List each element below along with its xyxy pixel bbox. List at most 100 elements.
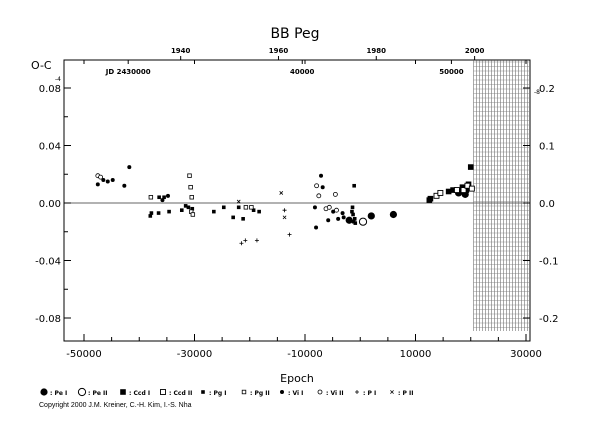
legend-label: : P I xyxy=(363,390,376,397)
x-tick-label: 30000 xyxy=(510,349,542,360)
data-point xyxy=(148,195,154,200)
data-point xyxy=(149,211,154,215)
data-point xyxy=(314,225,319,230)
data-point xyxy=(332,191,338,197)
data-point xyxy=(336,216,341,221)
series-pe-ii xyxy=(358,217,368,226)
data-point xyxy=(251,208,256,212)
data-point xyxy=(316,193,322,199)
legend-label: : P II xyxy=(398,390,413,397)
year-tick-label: 2000 xyxy=(465,47,485,55)
jd-label: JD 2430000 xyxy=(105,68,151,76)
data-point xyxy=(352,217,357,221)
data-point xyxy=(345,216,353,224)
data-point xyxy=(231,215,235,220)
legend-item: : Vi II xyxy=(317,389,344,397)
legend-marker xyxy=(201,390,205,394)
data-point xyxy=(257,209,261,214)
data-point xyxy=(389,210,397,219)
data-point xyxy=(427,195,434,202)
legend-label: : Vi I xyxy=(288,390,303,397)
data-point xyxy=(165,193,170,198)
y2-tick-label: 0.2 xyxy=(539,84,555,95)
data-point xyxy=(254,238,259,243)
data-point xyxy=(236,205,241,210)
y-tick-label: 0.04 xyxy=(39,142,61,153)
data-point xyxy=(101,178,106,182)
data-point xyxy=(282,208,287,213)
legend-label: : Pg II xyxy=(250,390,270,397)
y2-tick-label: 0.0 xyxy=(539,199,555,210)
legend-label: : Pe I xyxy=(50,390,67,397)
data-point xyxy=(110,178,115,182)
data-point xyxy=(282,215,287,220)
data-point xyxy=(279,191,284,195)
right-corner-mark: -8 xyxy=(534,89,540,96)
data-point xyxy=(189,195,194,200)
legend-item: : Vi I xyxy=(280,390,303,397)
legend-item: : Pe II xyxy=(77,387,108,397)
chart-title: BB Peg xyxy=(270,26,319,42)
legend-marker xyxy=(280,390,284,394)
x-tick-label: -50000 xyxy=(66,349,101,360)
data-point xyxy=(326,204,332,210)
legend-marker xyxy=(77,387,87,397)
data-points xyxy=(95,164,475,246)
data-point xyxy=(353,221,358,225)
series-vi-ii xyxy=(95,173,339,213)
legend: : Pe I : Pe II : Ccd I : Ccd II : Pg I : Pg I… xyxy=(40,387,413,397)
legend-item: : Pg I xyxy=(201,390,227,397)
x-tick-label: -10000 xyxy=(287,349,322,360)
data-point xyxy=(95,182,100,187)
y-tick-label: 0.08 xyxy=(39,84,61,95)
data-point xyxy=(187,173,192,178)
data-point xyxy=(468,185,475,192)
x-tick-label: 10000 xyxy=(400,349,432,360)
data-point xyxy=(98,174,103,180)
data-point xyxy=(312,205,317,210)
hatched-region xyxy=(473,60,530,331)
legend-item: : Ccd II xyxy=(160,389,192,397)
plot-frame xyxy=(63,59,531,342)
legend-item: : Pe I xyxy=(40,388,67,397)
copyright-notice: Copyright 2000 J.M. Kreiner, C.-H. Kim, … xyxy=(39,402,192,409)
legend-label: : Vi II xyxy=(326,390,344,397)
series-pg-ii xyxy=(148,173,254,217)
series-vi-i xyxy=(95,165,346,230)
data-point xyxy=(450,187,456,193)
data-point xyxy=(236,199,241,204)
y2-tick-label: -0.2 xyxy=(539,314,559,325)
data-point xyxy=(167,209,171,214)
data-point xyxy=(221,205,226,210)
legend-item: : P I xyxy=(355,390,376,397)
data-point xyxy=(351,212,355,217)
legend-label: : Pg I xyxy=(209,390,227,397)
data-point xyxy=(243,238,248,243)
series-pg-i xyxy=(148,183,358,225)
year-tick-label: 1940 xyxy=(171,47,191,55)
y-axis-label: O-C xyxy=(31,59,52,72)
legend-marker xyxy=(160,389,166,395)
data-point xyxy=(326,218,331,223)
legend-label: : Pe II xyxy=(88,390,108,397)
legend-marker xyxy=(120,389,126,395)
legend-item: : Pg II xyxy=(241,389,270,397)
data-point xyxy=(190,212,196,217)
data-point xyxy=(287,232,292,237)
data-point xyxy=(320,185,325,190)
data-point xyxy=(352,183,356,188)
data-point xyxy=(127,165,132,170)
legend-marker xyxy=(317,389,323,395)
jd-label: 50000 xyxy=(439,68,463,76)
data-point xyxy=(243,205,249,210)
data-point xyxy=(190,206,195,211)
data-point xyxy=(367,212,375,220)
series-ccd-ii xyxy=(433,182,475,199)
legend-item: : Ccd I xyxy=(120,389,150,397)
legend-label: : Ccd I xyxy=(129,390,150,397)
data-point xyxy=(188,184,193,190)
data-point xyxy=(460,187,467,194)
data-point xyxy=(105,179,110,184)
data-point xyxy=(350,205,355,210)
